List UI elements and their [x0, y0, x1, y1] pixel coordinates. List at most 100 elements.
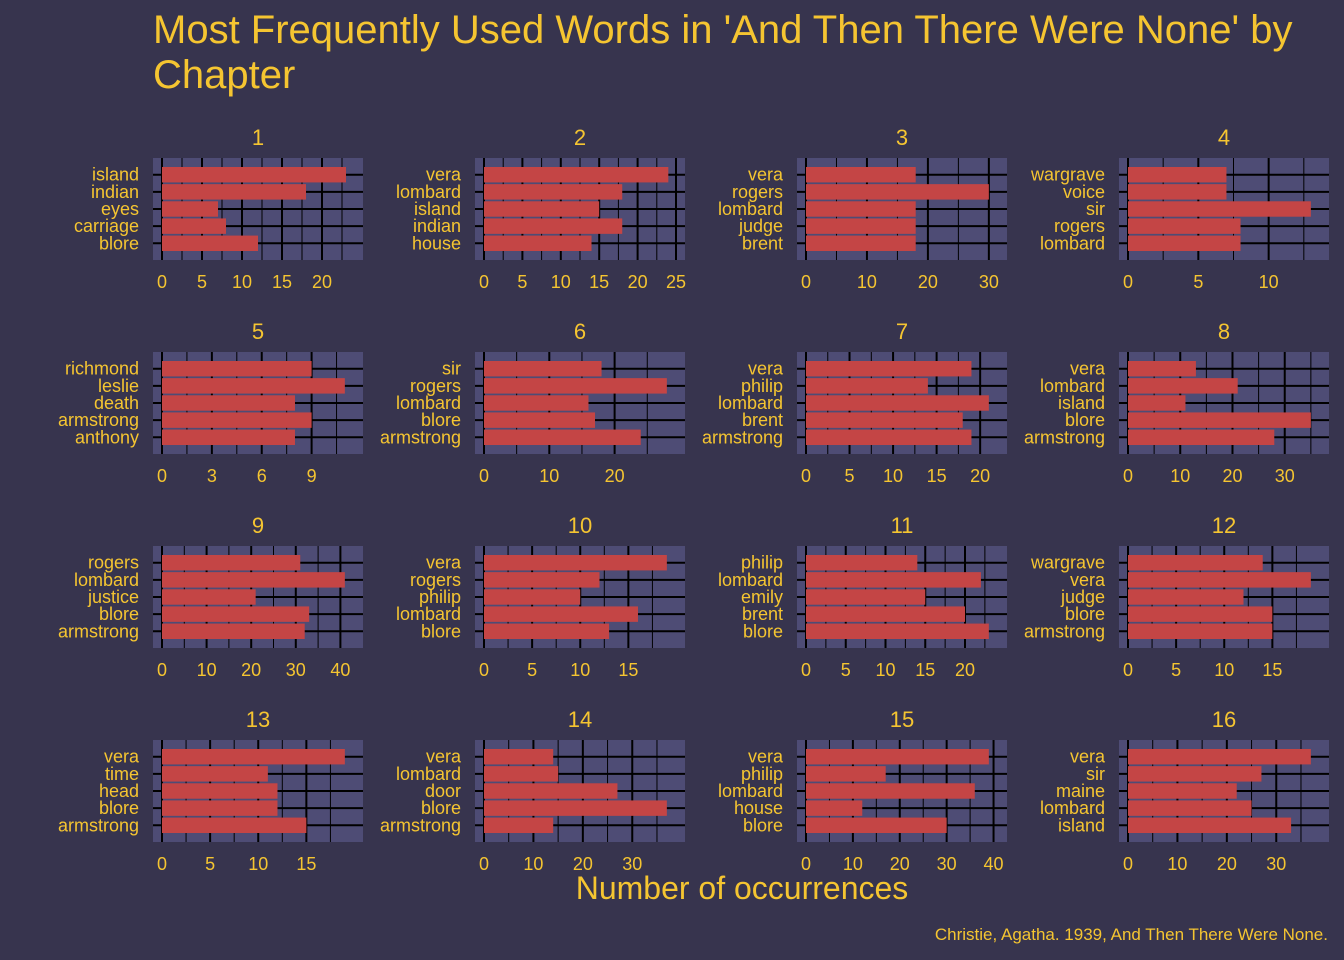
- x-tick-label: 20: [605, 466, 625, 486]
- bar-vera: [162, 749, 345, 765]
- bar-blore: [162, 606, 310, 622]
- category-label: blore: [743, 621, 783, 641]
- category-label: wargrave: [1030, 165, 1105, 185]
- x-tick-label: 0: [801, 660, 811, 680]
- x-tick-label: 10: [1170, 466, 1190, 486]
- bar-armstrong: [1128, 623, 1273, 639]
- x-tick-label: 20: [312, 272, 332, 292]
- x-tick-label: 15: [927, 466, 947, 486]
- category-label: door: [425, 781, 461, 801]
- bar-philip: [806, 555, 918, 571]
- category-label: lombard: [1040, 798, 1105, 818]
- x-tick-label: 10: [539, 466, 559, 486]
- bar-wargrave: [1128, 167, 1227, 183]
- facet-title: 15: [890, 707, 914, 732]
- category-label: sir: [1086, 764, 1105, 784]
- bar-blore: [162, 235, 258, 251]
- bar-house: [484, 235, 592, 251]
- x-tick-label: 10: [248, 854, 268, 874]
- x-tick-label: 10: [1214, 660, 1234, 680]
- bar-emily: [806, 589, 926, 605]
- bar-rogers: [484, 572, 600, 588]
- x-tick-label: 5: [841, 660, 851, 680]
- category-label: rogers: [88, 553, 139, 573]
- bar-vera: [484, 749, 554, 765]
- category-label: lombard: [396, 604, 461, 624]
- bar-maine: [1128, 783, 1237, 799]
- bar-justice: [162, 589, 256, 605]
- bar-philip: [484, 589, 581, 605]
- x-tick-label: 15: [589, 272, 609, 292]
- bar-rogers: [484, 378, 667, 394]
- bar-armstrong: [162, 817, 307, 833]
- bar-leslie: [162, 378, 345, 394]
- facet-title: 10: [568, 513, 592, 538]
- x-tick-label: 10: [232, 272, 252, 292]
- category-label: death: [94, 393, 139, 413]
- x-tick-label: 15: [1262, 660, 1282, 680]
- bar-judge: [806, 218, 916, 234]
- bar-armstrong: [484, 817, 554, 833]
- bar-lombard: [806, 395, 989, 411]
- bar-door: [484, 783, 618, 799]
- x-tick-label: 20: [955, 660, 975, 680]
- bar-lombard: [1128, 800, 1252, 816]
- facet-title: 14: [568, 707, 592, 732]
- bar-lombard: [806, 783, 975, 799]
- bar-lombard: [484, 766, 559, 782]
- category-label: armstrong: [380, 427, 461, 447]
- category-label: leslie: [98, 376, 139, 396]
- facet-title: 4: [1218, 125, 1230, 150]
- category-label: philip: [741, 764, 783, 784]
- category-label: rogers: [410, 570, 461, 590]
- bar-armstrong: [484, 429, 641, 445]
- bar-vera: [1128, 749, 1311, 765]
- bar-blore: [484, 800, 667, 816]
- category-label: lombard: [718, 570, 783, 590]
- bar-vera: [484, 555, 667, 571]
- bar-lombard: [484, 184, 623, 200]
- category-label: sir: [1086, 199, 1105, 219]
- x-tick-label: 20: [628, 272, 648, 292]
- category-label: philip: [419, 587, 461, 607]
- category-label: indian: [413, 216, 461, 236]
- caption: Christie, Agatha. 1939, And Then There W…: [934, 925, 1328, 944]
- x-tick-label: 30: [286, 660, 306, 680]
- bar-armstrong: [1128, 429, 1275, 445]
- bar-brent: [806, 235, 916, 251]
- category-label: lombard: [74, 570, 139, 590]
- x-tick-label: 0: [479, 854, 489, 874]
- bar-blore: [484, 412, 596, 428]
- facet-title: 5: [252, 319, 264, 344]
- x-tick-label: 10: [523, 854, 543, 874]
- category-label: philip: [741, 553, 783, 573]
- category-label: sir: [442, 359, 461, 379]
- x-tick-label: 0: [157, 854, 167, 874]
- category-label: wargrave: [1030, 553, 1105, 573]
- category-label: vera: [1070, 747, 1106, 767]
- x-tick-label: 25: [666, 272, 686, 292]
- x-tick-label: 10: [843, 854, 863, 874]
- bar-lombard: [484, 606, 638, 622]
- category-label: house: [734, 798, 783, 818]
- category-label: lombard: [718, 781, 783, 801]
- category-label: vera: [748, 359, 784, 379]
- category-label: island: [1058, 393, 1105, 413]
- category-label: rogers: [410, 376, 461, 396]
- category-label: maine: [1056, 781, 1105, 801]
- category-label: emily: [741, 587, 783, 607]
- x-tick-label: 10: [197, 660, 217, 680]
- category-label: brent: [742, 604, 783, 624]
- bar-judge: [1128, 589, 1244, 605]
- category-label: blore: [421, 621, 461, 641]
- category-label: vera: [748, 747, 784, 767]
- bar-lombard: [1128, 235, 1241, 251]
- x-tick-label: 0: [157, 272, 167, 292]
- x-tick-label: 30: [1266, 854, 1286, 874]
- category-label: armstrong: [1024, 621, 1105, 641]
